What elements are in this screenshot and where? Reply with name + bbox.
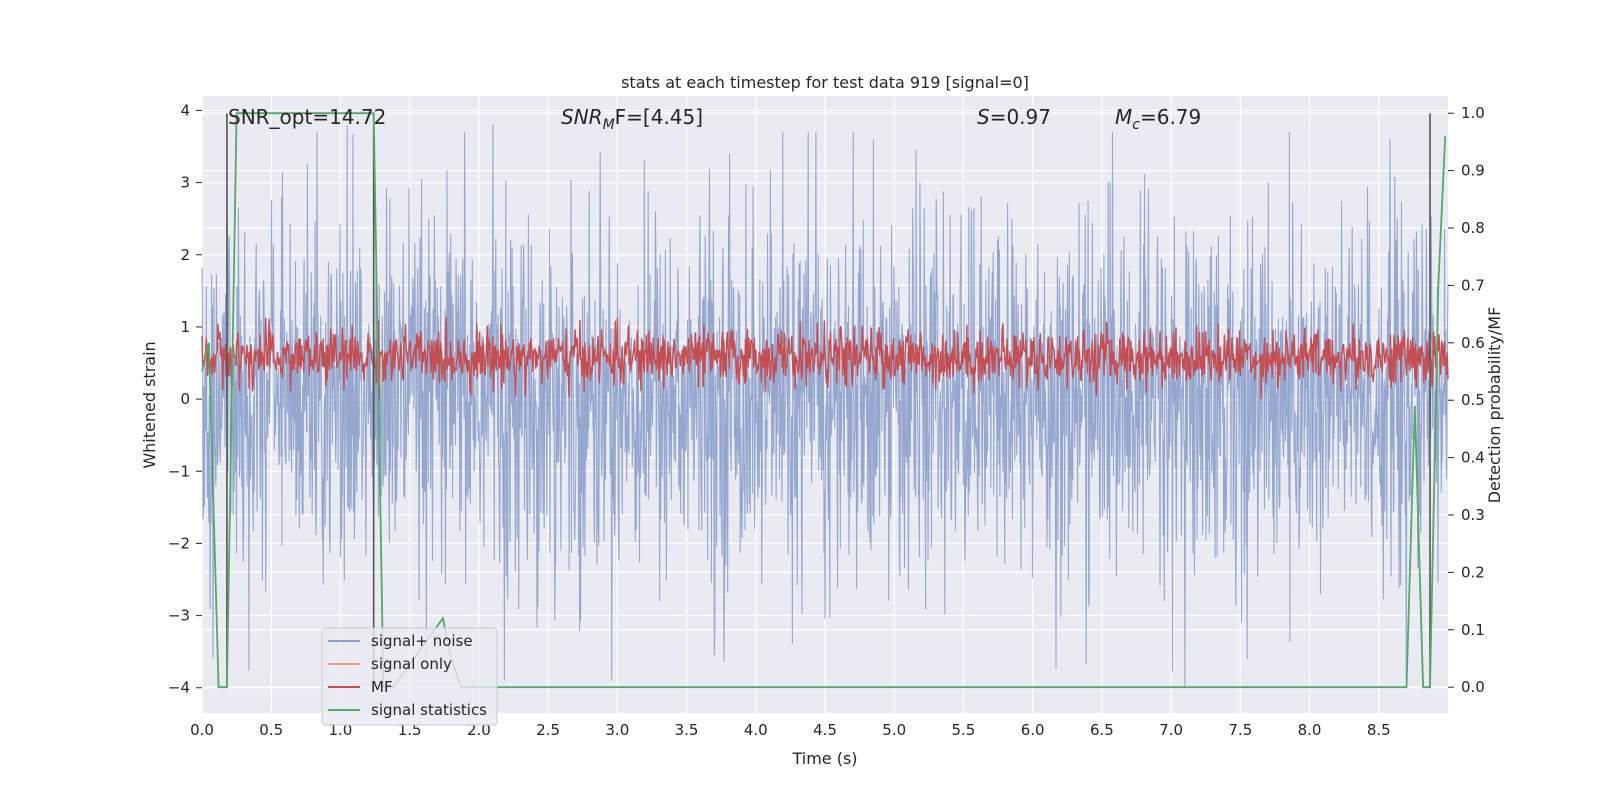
x-tick-label: 2.5: [536, 721, 560, 739]
y-left-tick-label: −4: [168, 679, 190, 697]
y-left-tick-label: −2: [168, 534, 190, 552]
y-right-tick-label: 1.0: [1461, 104, 1485, 122]
event-markers: [226, 113, 1431, 688]
legend-box: [321, 627, 498, 726]
chart-title: stats at each timestep for test data 919…: [621, 73, 1029, 92]
y-left-tick-label: 0: [180, 390, 190, 408]
y-left-tick-label: 4: [180, 101, 190, 119]
x-tick-label: 5.5: [952, 721, 976, 739]
annotation-s: S=0.97: [977, 105, 1051, 129]
y-right-tick-label: 0.1: [1461, 621, 1485, 639]
x-tick-label: 6.0: [1021, 721, 1045, 739]
y-left-tick-label: −1: [168, 462, 190, 480]
y-left-tick-label: 3: [180, 174, 190, 192]
tick-labels: 0.0 0.5 1.0 1.5 2.0 2.5 3.0 3.5 4.0 4.5 5.0 5.5 6.0 6…: [168, 101, 1485, 739]
legend: signal+ noise signal only MF signal stat…: [321, 627, 498, 726]
legend-label-signal-statistics: signal statistics: [371, 701, 487, 719]
x-axis-label: Time (s): [791, 749, 857, 768]
annotation-mc: Mc=6.79: [1115, 105, 1201, 133]
y-right-tick-label: 0.4: [1461, 449, 1485, 467]
y-axis-right-label: Detection probability/MF: [1485, 307, 1504, 504]
y-left-tick-label: −3: [168, 607, 190, 625]
legend-label-mf: MF: [371, 678, 393, 696]
x-tick-label: 0.0: [190, 721, 214, 739]
y-right-tick-label: 0.2: [1461, 563, 1485, 581]
x-tick-label: 8.0: [1298, 721, 1322, 739]
mf-line: [201, 316, 1449, 401]
series-signal-statistics: [201, 112, 1447, 689]
y-right-tick-label: 0.7: [1461, 276, 1485, 294]
y-right-tick-label: 0.3: [1461, 506, 1485, 524]
x-tick-label: 8.5: [1367, 721, 1391, 739]
x-tick-label: 7.0: [1159, 721, 1183, 739]
x-tick-label: 3.5: [675, 721, 699, 739]
y-right-tick-label: 0.8: [1461, 219, 1485, 237]
y-right-tick-label: 0.6: [1461, 334, 1485, 352]
x-tick-label: 4.0: [744, 721, 768, 739]
legend-label-signal-noise: signal+ noise: [371, 632, 473, 650]
legend-label-signal-only: signal only: [371, 655, 452, 673]
y-axis-left-label: Whitened strain: [140, 341, 159, 468]
annotation-snr-mf: SNRMF=[4.45]: [561, 105, 703, 133]
x-tick-label: 7.5: [1228, 721, 1252, 739]
x-tick-label: 0.5: [259, 721, 283, 739]
y-right-tick-label: 0.0: [1461, 678, 1485, 696]
x-tick-label: 4.5: [813, 721, 837, 739]
y-left-tick-label: 1: [180, 318, 190, 336]
annotation-snr-opt: SNR_opt=14.72: [228, 105, 386, 129]
y-right-tick-label: 0.5: [1461, 391, 1485, 409]
x-tick-label: 6.5: [1090, 721, 1114, 739]
signal-statistics-line: [201, 112, 1447, 689]
series-mf: [201, 316, 1449, 401]
y-left-tick-label: 2: [180, 246, 190, 264]
x-tick-label: 5.0: [882, 721, 906, 739]
y-right-tick-label: 0.9: [1461, 162, 1485, 180]
x-tick-label: 3.0: [605, 721, 629, 739]
